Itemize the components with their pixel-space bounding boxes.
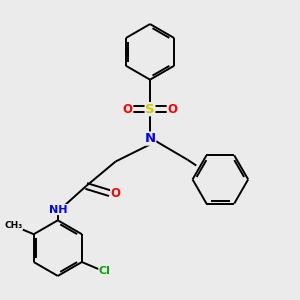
Text: O: O <box>111 187 121 200</box>
Text: N: N <box>145 132 156 145</box>
Text: Cl: Cl <box>99 266 111 276</box>
Text: S: S <box>145 103 155 116</box>
Text: CH₃: CH₃ <box>4 221 22 230</box>
Text: NH: NH <box>49 205 67 214</box>
Text: O: O <box>167 103 177 116</box>
Text: O: O <box>123 103 133 116</box>
